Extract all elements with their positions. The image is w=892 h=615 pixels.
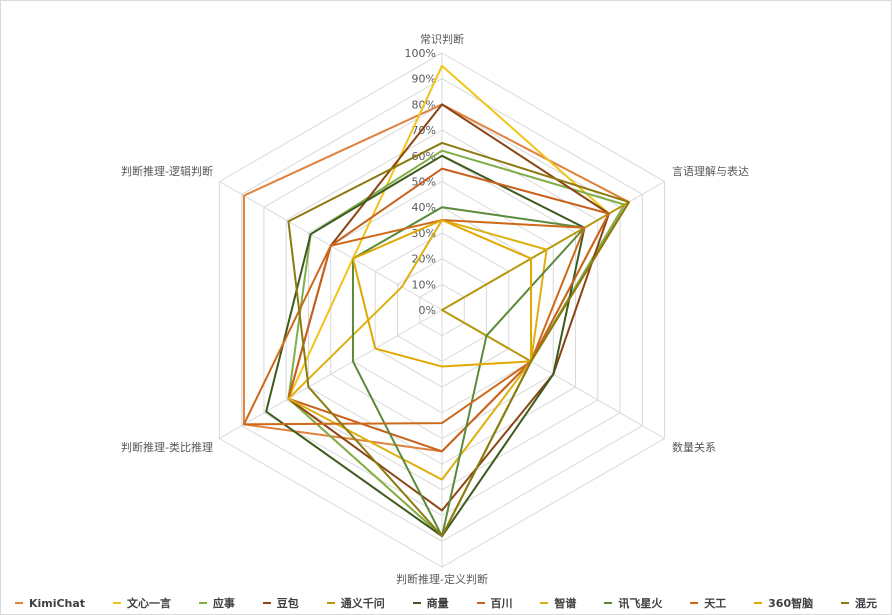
legend-swatch-icon [412, 602, 421, 604]
radar-series [242, 64, 630, 538]
legend-label: 文心一言 [126, 597, 171, 610]
legend-item: 360智脑 [754, 595, 813, 611]
legend-swatch-icon [476, 602, 485, 604]
chart-legend: KimiChat 文心一言 应事 豆包 通义千问 商量 百川 智谱 讯飞星火 天工 360智脑 混元 [1, 593, 891, 613]
legend-label: 通义千问 [340, 597, 385, 610]
legend-swatch-icon [112, 602, 121, 604]
legend-item: 文心一言 [112, 595, 171, 611]
legend-item: 讯飞星火 [604, 595, 662, 611]
legend-label: 讯飞星火 [618, 597, 663, 610]
legend-label: 商量 [426, 597, 449, 610]
series-line [351, 219, 533, 368]
tick-label: 40% [412, 201, 436, 214]
legend-item: 智谱 [540, 595, 576, 611]
legend-swatch-icon [262, 602, 271, 604]
legend-label: 智谱 [554, 597, 577, 610]
legend-item: 混元 [841, 595, 877, 611]
legend-label: 混元 [855, 597, 878, 610]
tick-label: 100% [405, 47, 436, 60]
legend-item: KimiChat [14, 596, 86, 610]
legend-item: 豆包 [262, 595, 299, 611]
series-line [287, 219, 548, 481]
legend-swatch-icon [14, 602, 23, 604]
tick-label: 10% [412, 278, 436, 291]
legend-item: 商量 [412, 595, 449, 611]
legend-swatch-icon [754, 602, 763, 604]
legend-label: 360智脑 [768, 597, 814, 610]
legend-label: KimiChat [28, 596, 86, 610]
series-line [242, 103, 630, 453]
legend-label: 百川 [490, 597, 513, 610]
series-line [287, 64, 610, 538]
legend-label: 豆包 [276, 597, 299, 610]
legend-swatch-icon [841, 602, 850, 604]
axis-label-upper-right: 言语理解与表达 [672, 164, 749, 178]
tick-label: 60% [412, 150, 436, 163]
axis-label-upper-left: 判断推理-逻辑判断 [121, 164, 213, 178]
tick-label: 0% [419, 304, 436, 317]
legend-item: 通义千问 [326, 595, 385, 611]
legend-label: 应事 [212, 597, 235, 610]
legend-item: 应事 [198, 595, 235, 611]
legend-swatch-icon [604, 602, 613, 604]
axis-label-lower-right: 数量关系 [672, 440, 716, 454]
legend-swatch-icon [326, 602, 335, 604]
legend-swatch-icon [540, 602, 549, 604]
legend-label: 天工 [704, 597, 727, 610]
grid-spoke [219, 309, 443, 439]
series-line [242, 219, 586, 426]
axis-label-bottom: 判断推理-定义判断 [396, 572, 488, 586]
legend-swatch-icon [690, 602, 699, 604]
legend-item: 天工 [690, 595, 726, 611]
legend-item: 百川 [476, 595, 513, 611]
radar-chart: 0%10%20%30%40%50%60%70%80%90%100% 常识判断 言… [121, 32, 749, 586]
series-line [287, 141, 630, 538]
axis-label-top: 常识判断 [420, 32, 464, 46]
legend-swatch-icon [198, 602, 207, 604]
tick-label: 90% [412, 73, 436, 86]
axis-label-lower-left: 判断推理-类比推理 [121, 440, 213, 454]
